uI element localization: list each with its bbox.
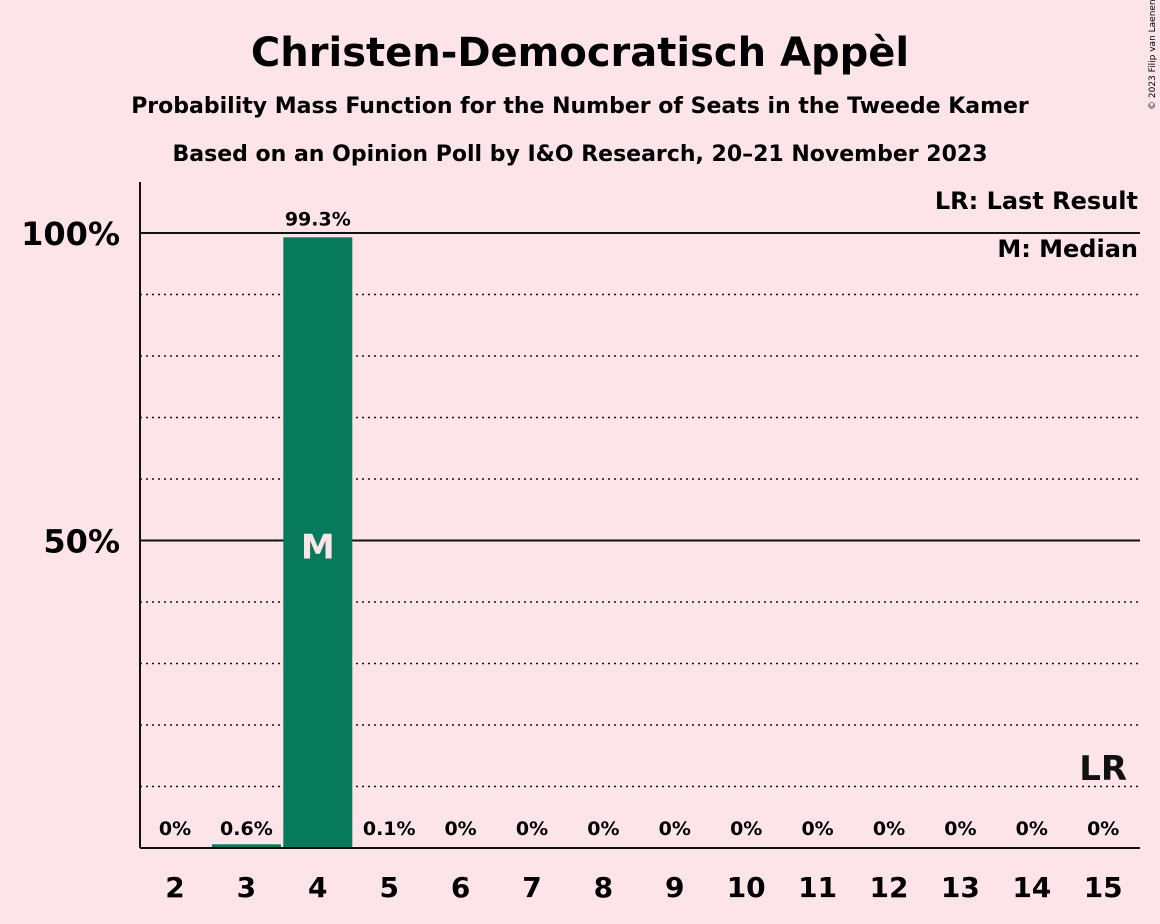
x-tick-label: 14 xyxy=(1012,871,1051,904)
grid-lines xyxy=(140,232,1140,788)
data-label: 0% xyxy=(1016,818,1048,840)
data-label: 0% xyxy=(159,818,191,840)
x-tick-label: 5 xyxy=(379,871,398,904)
x-tick-label: 10 xyxy=(727,871,766,904)
data-label: 0% xyxy=(944,818,976,840)
x-tick-label: 2 xyxy=(165,871,184,904)
last-result-marker: LR xyxy=(1079,749,1127,789)
legend-median: M: Median xyxy=(997,235,1138,263)
bar xyxy=(283,237,353,848)
bar xyxy=(211,844,281,848)
x-tick-label: 3 xyxy=(237,871,256,904)
x-tick-label: 11 xyxy=(798,871,837,904)
chart-title: Christen-Democratisch Appèl xyxy=(251,30,909,76)
x-tick-label: 12 xyxy=(870,871,909,904)
chart-source: Based on an Opinion Poll by I&O Research… xyxy=(172,142,987,167)
x-tick-label: 7 xyxy=(522,871,541,904)
data-label: 0% xyxy=(587,818,619,840)
data-label: 99.3% xyxy=(285,208,351,230)
data-label: 0% xyxy=(659,818,691,840)
data-label: 0% xyxy=(516,818,548,840)
axes xyxy=(139,182,1140,849)
data-label: 0.6% xyxy=(220,818,273,840)
data-label: 0.1% xyxy=(363,818,416,840)
y-tick-label: 50% xyxy=(43,523,120,561)
median-marker: M xyxy=(301,528,335,568)
y-tick-label: 100% xyxy=(21,215,120,253)
data-label: 0% xyxy=(873,818,905,840)
x-tick-label: 13 xyxy=(941,871,980,904)
chart-subtitle: Probability Mass Function for the Number… xyxy=(131,94,1029,119)
x-tick-label: 4 xyxy=(308,871,327,904)
data-label: 0% xyxy=(801,818,833,840)
copyright-text: © 2023 Filip van Laenen xyxy=(1148,0,1158,110)
x-tick-label: 15 xyxy=(1084,871,1123,904)
data-label: 0% xyxy=(444,818,476,840)
markers: M LR xyxy=(301,528,1127,790)
bars xyxy=(211,237,424,848)
data-label: 0% xyxy=(1087,818,1119,840)
x-tick-label: 9 xyxy=(665,871,684,904)
x-tick-label: 8 xyxy=(594,871,613,904)
data-labels: 0% 0.6% 99.3% 0.1% 0% 0% 0% 0% 0% 0% 0% 0% 0% 0% xyxy=(159,208,1119,840)
y-tick-labels: 50% 100% xyxy=(21,215,120,561)
x-tick-labels: 2 3 4 5 6 7 8 9 10 11 12 13 14 15 xyxy=(165,871,1122,904)
x-tick-label: 6 xyxy=(451,871,470,904)
data-label: 0% xyxy=(730,818,762,840)
legend-last-result: LR: Last Result xyxy=(935,187,1138,215)
